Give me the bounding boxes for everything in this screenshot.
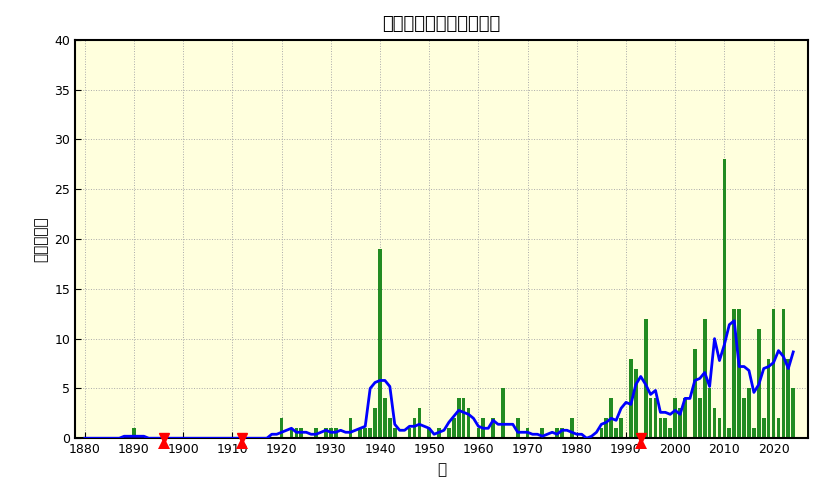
Bar [781, 309, 786, 438]
Bar [334, 428, 337, 438]
Title: 鹿児島の年間猛暑日日数: 鹿児島の年間猛暑日日数 [382, 15, 501, 33]
Bar [476, 428, 481, 438]
Bar [742, 398, 746, 438]
Bar [747, 388, 751, 438]
Bar [673, 398, 677, 438]
Bar [368, 428, 372, 438]
Y-axis label: 日数（日）: 日数（日） [33, 216, 48, 262]
Bar [727, 428, 731, 438]
Bar [776, 418, 781, 438]
Bar [610, 398, 613, 438]
Bar [629, 359, 633, 438]
Bar [437, 428, 441, 438]
Bar [600, 428, 603, 438]
Bar [417, 408, 421, 438]
Bar [717, 418, 721, 438]
Bar [570, 418, 574, 438]
Bar [664, 418, 667, 438]
Bar [290, 428, 293, 438]
Bar [393, 428, 397, 438]
Bar [634, 369, 638, 438]
Bar [649, 398, 652, 438]
Bar [556, 428, 559, 438]
Bar [762, 418, 766, 438]
Bar [452, 418, 456, 438]
Bar [619, 418, 623, 438]
Bar [757, 329, 761, 438]
Bar [767, 359, 771, 438]
Bar [427, 428, 431, 438]
Bar [324, 428, 327, 438]
Bar [614, 428, 618, 438]
Bar [732, 309, 736, 438]
Bar [703, 319, 706, 438]
Bar [383, 398, 387, 438]
Bar [526, 428, 530, 438]
Bar [456, 398, 461, 438]
Bar [560, 428, 564, 438]
Bar [771, 309, 776, 438]
Bar [388, 418, 392, 438]
Bar [481, 418, 485, 438]
Bar [722, 159, 726, 438]
Bar [280, 418, 283, 438]
Bar [132, 428, 136, 438]
Bar [708, 388, 711, 438]
Bar [752, 428, 756, 438]
Bar [314, 428, 318, 438]
Bar [501, 388, 505, 438]
Bar [295, 428, 298, 438]
Bar [329, 428, 332, 438]
Bar [605, 418, 608, 438]
Bar [349, 418, 352, 438]
Bar [447, 428, 451, 438]
Bar [373, 408, 377, 438]
Bar [693, 349, 696, 438]
Bar [378, 249, 382, 438]
Bar [683, 398, 687, 438]
Bar [516, 418, 520, 438]
Bar [737, 309, 741, 438]
Bar [791, 388, 795, 438]
Bar [678, 408, 682, 438]
Bar [412, 418, 416, 438]
Bar [541, 428, 544, 438]
Bar [363, 428, 367, 438]
Bar [786, 359, 791, 438]
Bar [407, 428, 412, 438]
Bar [491, 418, 495, 438]
Bar [644, 319, 647, 438]
Bar [466, 408, 471, 438]
Bar [358, 428, 362, 438]
Bar [299, 428, 303, 438]
Bar [668, 428, 672, 438]
Bar [654, 398, 657, 438]
X-axis label: 年: 年 [437, 462, 446, 477]
Bar [461, 398, 466, 438]
Bar [698, 398, 701, 438]
Bar [659, 418, 662, 438]
Bar [713, 408, 716, 438]
